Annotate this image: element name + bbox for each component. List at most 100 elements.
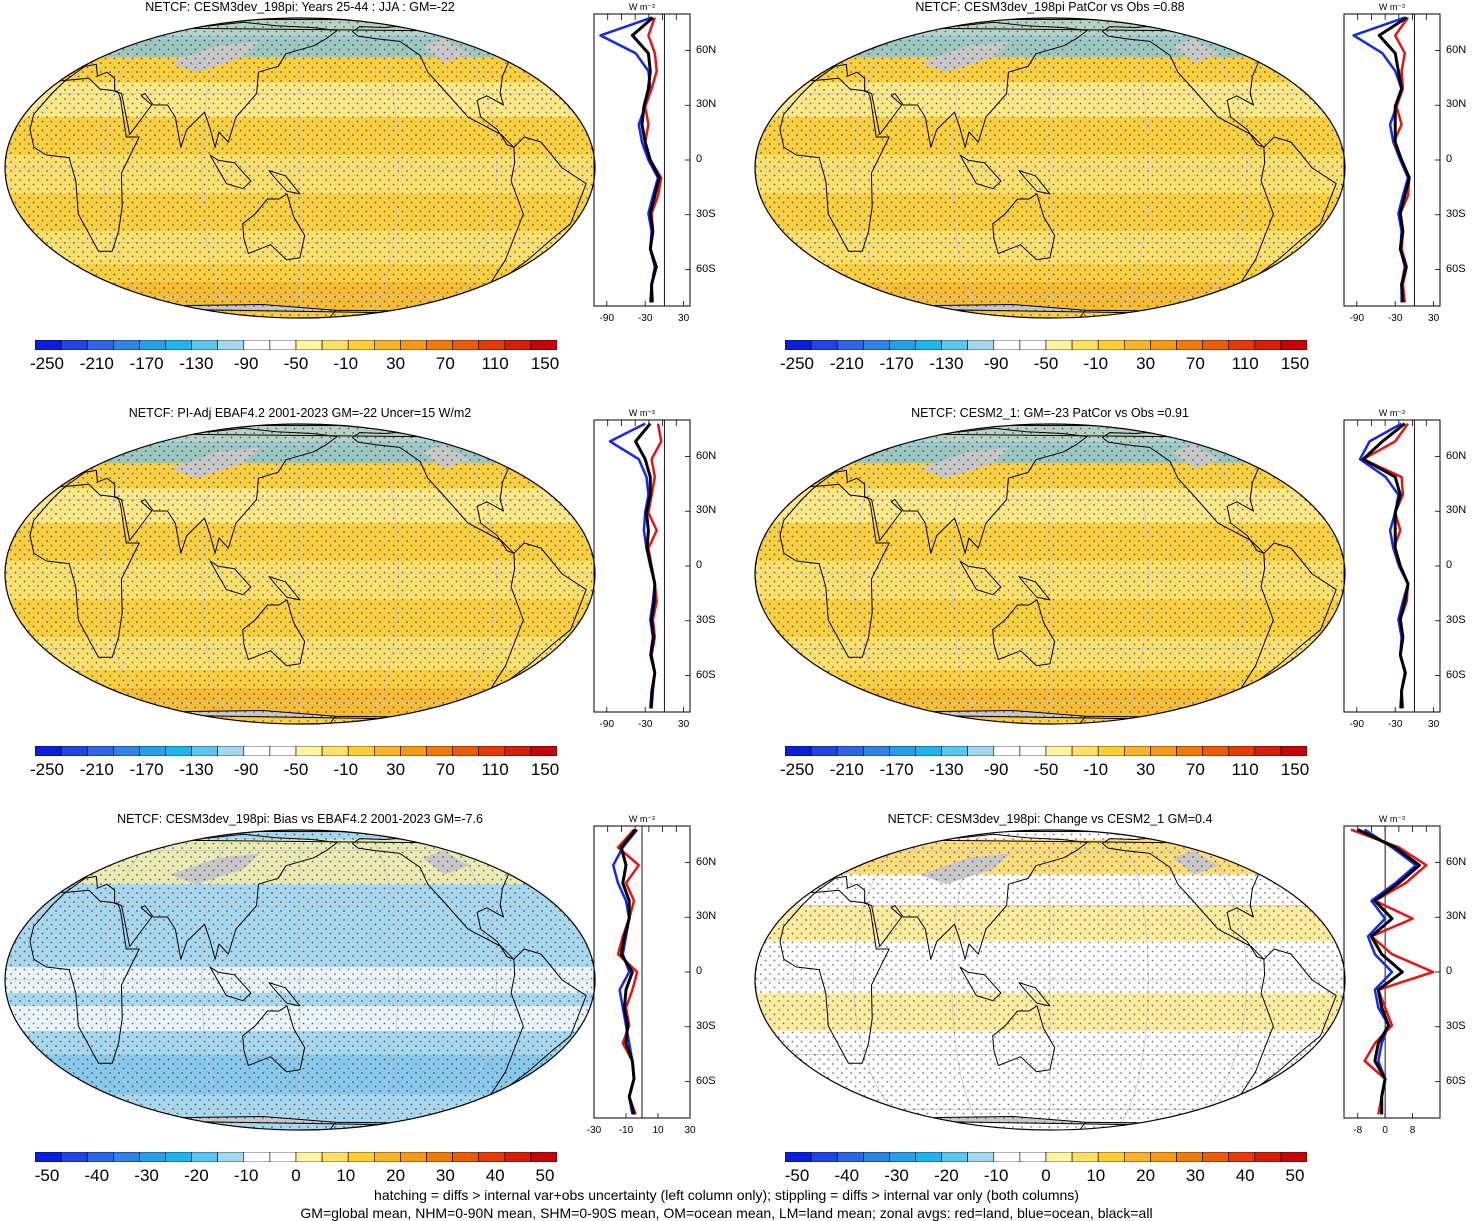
latitude-label: 60S xyxy=(1446,1074,1466,1087)
colorbar-swatch xyxy=(243,1152,271,1162)
colorbar xyxy=(785,1152,1307,1162)
colorbar-swatch xyxy=(243,340,271,350)
map-border xyxy=(754,829,1346,1131)
colorbar-label: -50 xyxy=(283,354,309,373)
colorbar-label: -170 xyxy=(879,354,914,373)
latitude-label: 60N xyxy=(696,449,717,462)
colorbar-swatch xyxy=(1254,746,1282,756)
colorbar-swatch xyxy=(1228,746,1256,756)
latitude-label: 60N xyxy=(1446,43,1467,56)
colorbar-swatch xyxy=(967,340,995,350)
colorbar-label: 150 xyxy=(530,760,560,779)
colorbar-swatch xyxy=(1019,340,1047,350)
colorbar-swatch xyxy=(785,746,812,756)
zonal-x-tick-label: 30 xyxy=(678,719,690,730)
colorbar-swatch xyxy=(191,1152,219,1162)
colorbar-swatch xyxy=(1202,1152,1230,1162)
colorbar-swatch xyxy=(400,1152,427,1162)
colorbar-swatch xyxy=(810,746,838,756)
colorbar-swatch xyxy=(321,1152,349,1162)
colorbar-swatch xyxy=(269,340,297,350)
colorbar-swatch xyxy=(478,1152,506,1162)
colorbar-swatch xyxy=(1254,1152,1282,1162)
colorbar-swatch xyxy=(810,340,838,350)
panel-5: NETCF: CESM3dev_198pi: Bias vs EBAF4.2 2… xyxy=(0,812,716,1207)
zonal-x-tick-label: -30 xyxy=(587,1125,602,1136)
colorbar-swatch xyxy=(1280,746,1307,756)
colorbar-label: -10 xyxy=(1083,354,1109,373)
colorbar-label: -50 xyxy=(1033,354,1059,373)
colorbar-swatch xyxy=(60,340,88,350)
colorbar-label: -170 xyxy=(129,354,164,373)
colorbar-swatch xyxy=(35,1152,62,1162)
map-border xyxy=(4,829,596,1131)
world-map xyxy=(754,423,1346,725)
zonal-average-plot: W m⁻² -90 -30 30 xyxy=(1343,408,1441,730)
zonal-x-tick-label: -90 xyxy=(1350,313,1365,324)
colorbar-swatch xyxy=(86,1152,114,1162)
colorbar-label: -10 xyxy=(983,1166,1009,1185)
colorbar-label: -210 xyxy=(829,354,864,373)
zonal-average-plot: W m⁻² -8 0 8 xyxy=(1343,814,1441,1136)
colorbar-swatch xyxy=(1071,1152,1099,1162)
colorbar-swatch xyxy=(504,340,532,350)
zonal-series-ocean xyxy=(1363,828,1418,1115)
colorbar-swatch xyxy=(478,340,506,350)
map-border xyxy=(4,423,596,725)
colorbar-label: -90 xyxy=(233,354,259,373)
latitude-label: 60S xyxy=(696,668,716,681)
zonal-unit-label: W m⁻² xyxy=(629,2,655,12)
colorbar-swatch xyxy=(321,340,349,350)
zonal-x-tick-label: 30 xyxy=(1428,313,1440,324)
colorbar-label: 30 xyxy=(386,760,406,779)
latitude-label: 60N xyxy=(696,855,717,868)
stippling xyxy=(755,424,1345,724)
colorbar-swatch xyxy=(165,340,192,350)
latitude-label: 30S xyxy=(696,1019,716,1032)
colorbar-swatch xyxy=(530,340,557,350)
colorbar-swatch xyxy=(863,746,890,756)
colorbar-swatch xyxy=(35,746,62,756)
latitude-label: 30N xyxy=(696,910,717,923)
colorbar-label: 110 xyxy=(481,760,509,779)
colorbar-swatch xyxy=(113,340,140,350)
colorbar-swatch xyxy=(993,340,1021,350)
colorbar-swatch xyxy=(1150,746,1177,756)
footer-line-1: hatching = diffs > internal var+obs unce… xyxy=(374,1187,1079,1203)
colorbar-swatch xyxy=(836,746,864,756)
colorbar-swatch xyxy=(785,340,812,350)
colorbar-swatch xyxy=(35,340,62,350)
colorbar-swatch xyxy=(504,1152,532,1162)
zonal-x-tick-label: -30 xyxy=(1388,719,1403,730)
colorbar-swatch xyxy=(1280,1152,1307,1162)
colorbar-swatch xyxy=(967,746,995,756)
colorbar-swatch xyxy=(1019,746,1047,756)
colorbar-swatch xyxy=(269,746,297,756)
latitude-label: 30S xyxy=(1446,1019,1466,1032)
colorbar-label: -50 xyxy=(1033,760,1059,779)
latitude-label: 0 xyxy=(1446,153,1453,165)
panel-title: NETCF: CESM3dev_198pi: Bias vs EBAF4.2 2… xyxy=(117,812,483,826)
latitude-label: 30N xyxy=(696,504,717,517)
colorbar-label: -40 xyxy=(84,1166,110,1185)
colorbar-label: 50 xyxy=(1285,1166,1305,1185)
zonal-x-tick-label: 8 xyxy=(1410,1125,1416,1136)
colorbar-label: -210 xyxy=(79,354,114,373)
zonal-series-all xyxy=(630,16,661,303)
zonal-series-all xyxy=(634,422,657,709)
colorbar-swatch xyxy=(530,746,557,756)
colorbar-swatch xyxy=(321,746,349,756)
world-map xyxy=(754,829,1346,1131)
colorbar-label: -10 xyxy=(1083,760,1109,779)
colorbar-label: 20 xyxy=(1136,1166,1156,1185)
panel-2: NETCF: CESM3dev_198pi PatCor vs Obs =0.8… xyxy=(750,0,1466,395)
zonal-x-tick-label: -90 xyxy=(600,719,615,730)
colorbar-labels: -250 -210 -170 -130 -90 -50 -10 30 70 110 150 xyxy=(30,354,560,376)
colorbar-swatch xyxy=(1071,746,1099,756)
colorbar-swatch xyxy=(1176,746,1203,756)
latitude-label: 60S xyxy=(696,1074,716,1087)
zonal-x-tick-label: -10 xyxy=(619,1125,634,1136)
colorbar-swatch xyxy=(191,340,219,350)
colorbar-label: 150 xyxy=(530,354,560,373)
colorbar-label: -250 xyxy=(29,760,65,779)
